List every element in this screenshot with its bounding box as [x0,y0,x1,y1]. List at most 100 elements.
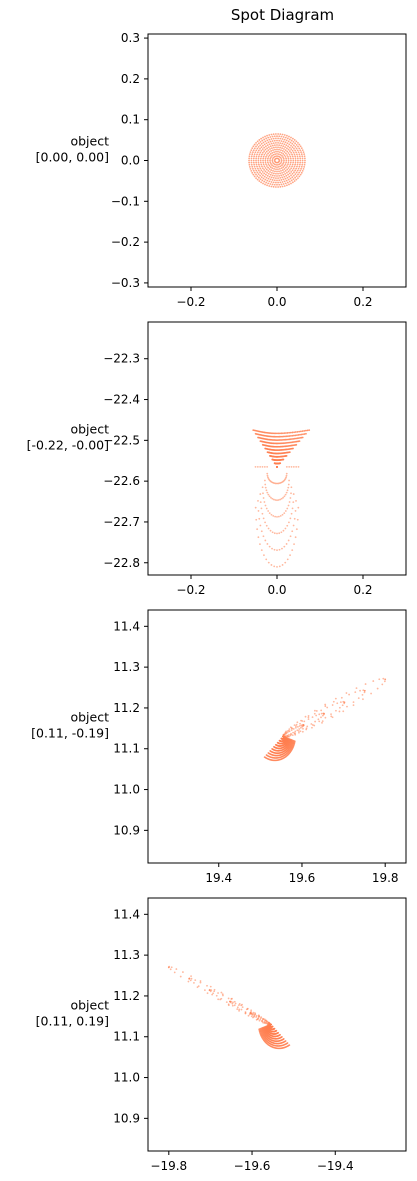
ray-point [248,1013,251,1016]
ray-point [288,438,291,441]
ray-point [285,435,288,438]
ray-point [286,730,289,732]
ray-point [260,137,263,140]
ray-point [288,479,290,482]
ray-point [362,689,365,692]
ray-point [340,696,343,699]
ray-point [287,504,290,507]
ray-point [343,701,346,704]
ray-point [265,137,268,140]
ray-point [259,501,262,504]
ray-point [274,499,277,501]
ray-point [281,432,284,435]
ray-point [268,495,271,498]
ray-point [251,171,254,174]
ray-point [302,168,305,170]
ray-point [267,163,270,166]
ray-point [281,169,284,171]
ray-point [279,172,282,175]
ray-point [264,178,267,181]
ray-point [300,167,302,170]
ray-point [278,148,280,151]
ray-point [361,693,364,696]
spot-points [167,965,291,1050]
ray-point [281,154,283,157]
ray-point [221,993,224,996]
ray-point [277,168,279,171]
ray-point [281,547,283,550]
ray-point [269,183,272,185]
ray-point [293,517,296,520]
ray-point [227,997,230,1000]
ray-point [285,465,288,468]
ray-point [279,133,282,136]
ray-point [288,465,291,468]
ray-point [286,731,289,734]
ray-point [288,728,291,731]
ray-point [285,152,287,155]
ray-point [315,714,318,717]
ray-point [283,438,286,441]
y-tick-label: 11.4 [113,907,140,921]
ray-point [278,179,281,182]
ray-point [266,472,269,475]
y-tick-label: 11.3 [113,948,140,962]
ray-point [248,157,251,160]
y-tick-label: −0.1 [111,194,140,208]
ray-point [267,561,270,564]
ray-point [290,729,293,732]
ray-point [294,163,297,166]
ray-point [262,535,265,538]
ray-point [257,163,260,166]
ray-point [266,474,269,477]
ray-point [297,437,300,439]
x-tick-label: 19.8 [372,871,399,885]
ray-point [263,138,266,141]
ray-point [276,170,278,173]
ray-point [287,438,289,441]
ray-point [299,159,302,162]
ray-point [277,150,279,153]
ray-point [260,181,263,184]
ray-point [259,161,262,164]
ray-point [250,155,253,158]
ray-point [264,173,267,176]
ray-point [382,677,385,680]
ray-point [288,153,291,156]
ray-point [270,432,273,435]
ray-point [292,524,295,527]
ray-point [252,1016,254,1019]
ray-point [362,698,364,701]
ray-point [272,149,274,152]
x-tick-label: 19.6 [289,871,316,885]
ray-point [276,465,278,468]
ray-point [225,1001,228,1004]
ray-point [292,174,295,177]
ray-point [286,150,289,153]
ray-point [297,151,300,154]
field-label: object [70,421,109,436]
ray-point [300,147,303,150]
ray-point [260,142,263,145]
ray-point [301,730,304,733]
y-tick-label: 11.1 [113,742,140,756]
ray-point [289,535,292,538]
ray-point [284,141,287,144]
ray-point [256,165,258,168]
ray-point [273,151,276,153]
ray-point [265,489,268,492]
x-tick-label: −19.6 [234,1159,271,1173]
ray-point [301,436,304,439]
ray-point [292,437,295,440]
ray-point [272,169,274,172]
ray-point [303,161,306,164]
ray-point [188,977,191,980]
ray-point [295,437,297,440]
ray-point [295,175,298,178]
y-tick-label: −0.2 [111,235,140,249]
ray-point [355,687,358,690]
ray-point [253,175,256,178]
ray-point [352,701,355,704]
ray-point [257,159,260,162]
ray-point [289,431,292,434]
